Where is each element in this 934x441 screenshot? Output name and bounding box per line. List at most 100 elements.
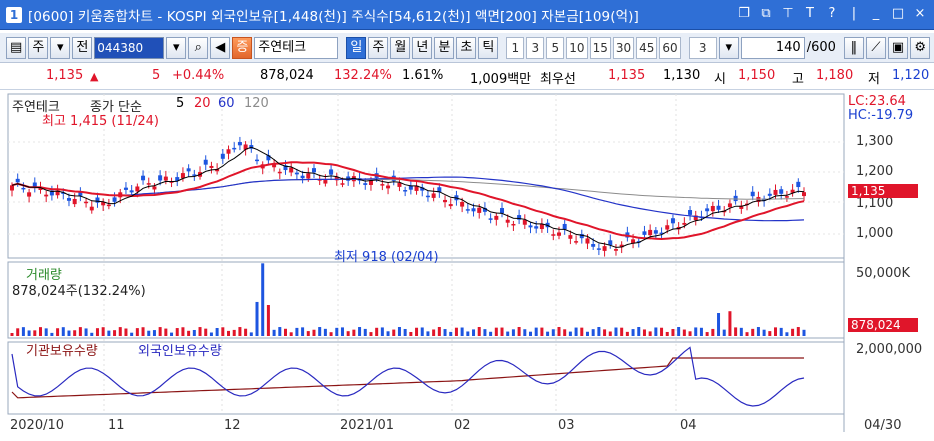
- interval-value-input[interactable]: 3: [688, 36, 717, 59]
- volume-bar: [335, 327, 339, 336]
- volume-bar: [283, 328, 287, 336]
- font-icon[interactable]: T: [806, 6, 814, 21]
- volume-bar: [660, 327, 664, 336]
- stock-chart-svg[interactable]: [0, 92, 934, 441]
- chart-area[interactable]: 주연테크 종가 단순 5 20 60 120 최고 1,415 (11/24) …: [0, 92, 934, 441]
- period-month[interactable]: 월: [390, 36, 411, 59]
- window-number-badge[interactable]: 1: [6, 6, 22, 23]
- candle-body: [101, 202, 106, 206]
- candle-body: [693, 215, 698, 221]
- pin-icon[interactable]: ⊤: [782, 6, 794, 21]
- candle-body: [27, 192, 32, 197]
- settings-icon[interactable]: ⚙: [910, 36, 931, 59]
- minimize-icon[interactable]: _: [872, 6, 880, 21]
- help-icon[interactable]: ?: [828, 6, 836, 21]
- interval-15[interactable]: 15: [589, 36, 611, 59]
- sound-icon[interactable]: ◀: [210, 36, 231, 59]
- candle-body: [522, 219, 527, 225]
- restore-icon[interactable]: ❐: [738, 6, 750, 21]
- maximize-icon[interactable]: □: [891, 6, 905, 21]
- volume-bar: [642, 329, 646, 336]
- open-label: 시: [714, 72, 726, 87]
- period-year[interactable]: 년: [412, 36, 433, 59]
- interval-5[interactable]: 5: [546, 36, 565, 59]
- up-arrow-icon: ▲: [90, 70, 99, 83]
- trendline-icon[interactable]: ⟋: [865, 36, 886, 59]
- indicator-icon[interactable]: ‖: [843, 36, 864, 59]
- interval-45[interactable]: 45: [636, 36, 658, 59]
- volume-bar: [56, 328, 60, 336]
- x-label-12: 12: [224, 418, 241, 433]
- search-icon[interactable]: ⌕: [188, 36, 209, 59]
- volume-bar: [699, 327, 703, 336]
- candle-body: [380, 184, 385, 186]
- volume-bar: [563, 329, 567, 336]
- volume-bar: [779, 327, 783, 336]
- volume-bar: [238, 327, 242, 336]
- market-select[interactable]: 주: [28, 36, 49, 59]
- volume-bar: [415, 327, 419, 336]
- candle-body: [494, 215, 499, 220]
- candle-body: [517, 215, 522, 220]
- period-day[interactable]: 일: [346, 36, 367, 59]
- close-icon[interactable]: ×: [914, 6, 926, 21]
- volume-bar: [135, 328, 139, 336]
- x-label-03: 03: [558, 418, 575, 433]
- period-second[interactable]: 초: [456, 36, 477, 59]
- layout-icon[interactable]: ▤: [6, 36, 27, 59]
- chevron-down-icon[interactable]: ▾: [718, 36, 739, 59]
- volume-bar: [796, 327, 800, 336]
- interval-60[interactable]: 60: [659, 36, 681, 59]
- candle-body: [511, 223, 516, 226]
- candle-body: [123, 187, 128, 190]
- period-tick[interactable]: 틱: [478, 36, 499, 59]
- volume-bar: [352, 329, 356, 336]
- volume-bar: [27, 330, 31, 336]
- all-button[interactable]: 전: [72, 36, 93, 59]
- copy-window-icon[interactable]: ⧉: [761, 6, 771, 21]
- high-price: 1,180: [816, 68, 854, 83]
- volume-panel-value: 878,024주(132.24%): [12, 284, 146, 299]
- candle-body: [739, 205, 744, 209]
- candle-body: [420, 187, 425, 191]
- count-input[interactable]: 140: [740, 36, 805, 59]
- volume-bar: [50, 332, 54, 336]
- turnover-rate: 1.61%: [402, 68, 444, 83]
- period-week[interactable]: 주: [368, 36, 389, 59]
- candle-body: [106, 204, 111, 207]
- volume-bar: [728, 311, 732, 336]
- candle-body: [670, 218, 675, 224]
- volume-bar: [745, 332, 749, 336]
- candle-body: [574, 241, 579, 243]
- volume-bar: [608, 331, 612, 336]
- candle-body: [363, 183, 368, 185]
- interval-3[interactable]: 3: [526, 36, 545, 59]
- interval-10[interactable]: 10: [566, 36, 588, 59]
- period-minute[interactable]: 분: [434, 36, 455, 59]
- candle-body: [528, 225, 533, 228]
- volume-bar: [534, 327, 538, 336]
- candle-body: [203, 159, 208, 165]
- volume-bar: [215, 328, 219, 336]
- chevron-down-icon[interactable]: ▾: [50, 36, 71, 59]
- best-bid: 1,130: [663, 68, 701, 83]
- volume-bar: [141, 327, 145, 336]
- candle-body: [10, 185, 14, 191]
- volume-bar: [152, 330, 156, 336]
- volume-panel-title: 거래량: [26, 268, 62, 283]
- interval-1[interactable]: 1: [506, 36, 525, 59]
- volume-bar: [255, 301, 259, 336]
- save-icon[interactable]: ▣: [887, 36, 909, 59]
- candle-body: [796, 181, 801, 188]
- volume-bar: [101, 327, 105, 336]
- candle-body: [386, 185, 391, 189]
- volume-bar: [477, 327, 481, 336]
- candle-body: [403, 190, 408, 192]
- chevron-down-icon[interactable]: ▾: [166, 36, 187, 59]
- candle-body: [209, 165, 214, 168]
- interval-30[interactable]: 30: [612, 36, 635, 59]
- institution-series-legend: 기관보유수량: [26, 344, 98, 359]
- candle-body: [294, 172, 299, 175]
- stock-code-input[interactable]: 044380: [94, 36, 165, 59]
- securities-icon[interactable]: 증: [232, 36, 253, 59]
